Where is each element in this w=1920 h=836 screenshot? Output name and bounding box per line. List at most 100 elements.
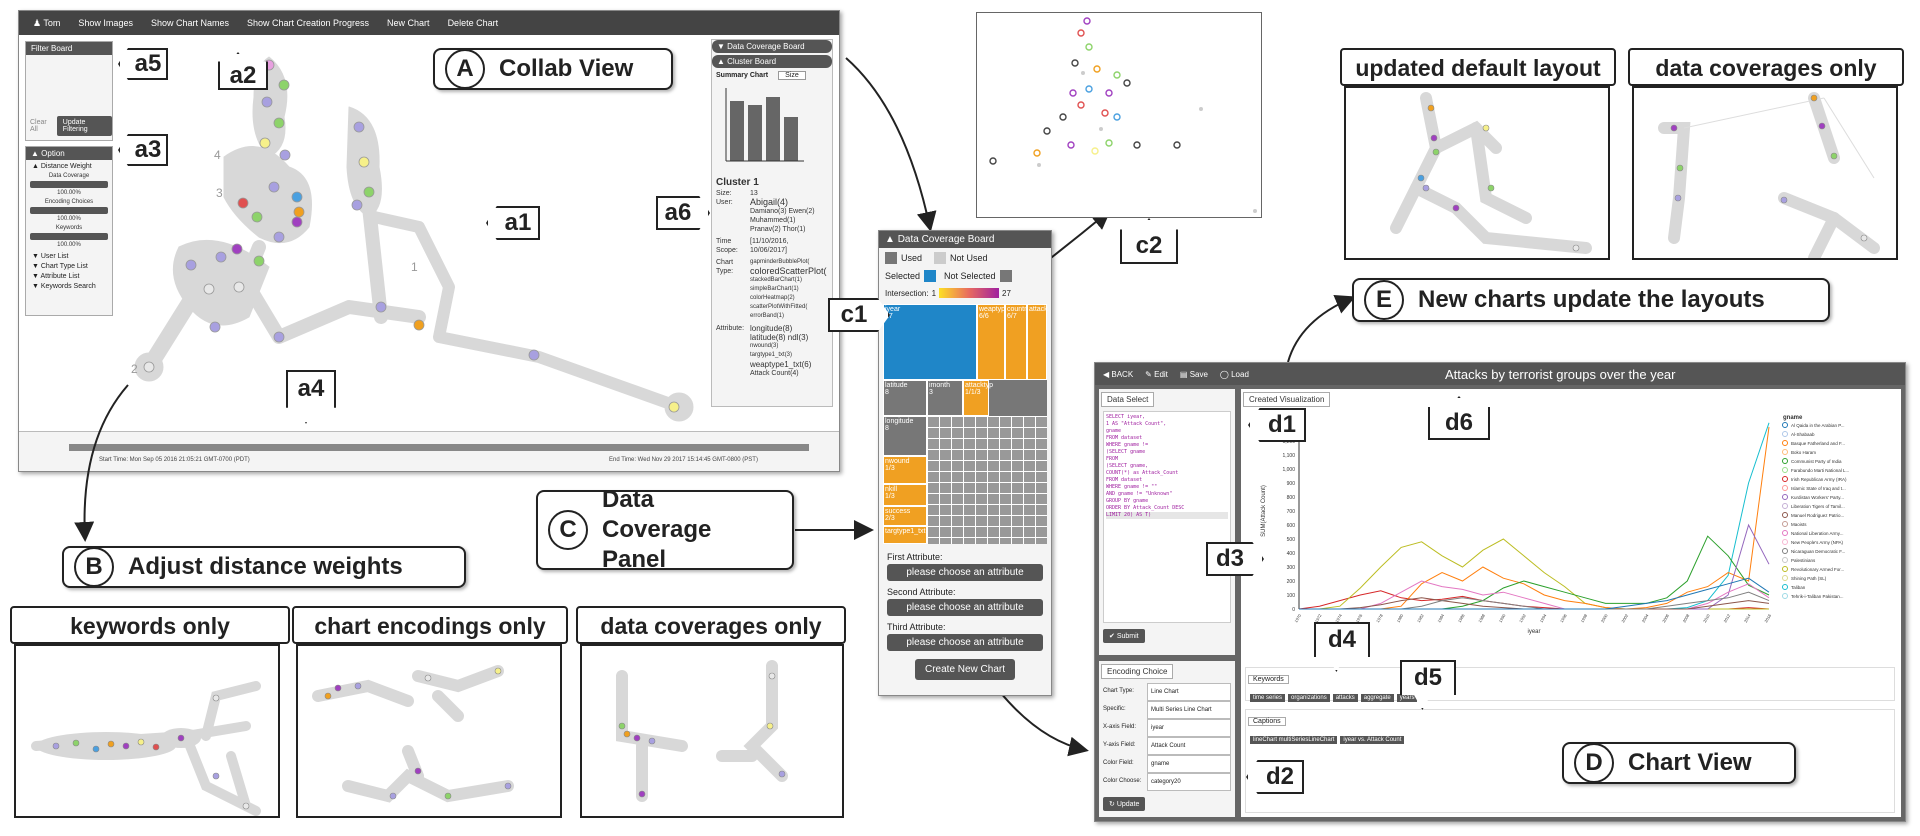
treemap-cell[interactable]: attack bbox=[1027, 304, 1048, 380]
treemap-cell[interactable]: imonth 3 bbox=[927, 380, 963, 416]
data-select-title: Data Select bbox=[1101, 392, 1155, 407]
user-menu[interactable]: ♟ Tom bbox=[33, 17, 61, 28]
treemap-cell[interactable]: weaptype 6/6 bbox=[977, 304, 1009, 380]
attribute-entry[interactable]: targtype1_txt(3) bbox=[750, 352, 793, 358]
second-attribute-select[interactable]: please choose an attribute bbox=[887, 599, 1043, 616]
timeline[interactable]: Start Time: Mon Sep 05 2016 21:05:21 GMT… bbox=[19, 431, 839, 471]
treemap-cell[interactable]: latitude 8 bbox=[883, 380, 927, 416]
color-choose-select[interactable]: category20 bbox=[1147, 773, 1231, 791]
series-line bbox=[1299, 538, 1769, 610]
chart-type-entry[interactable]: simpleBarChart(1) bbox=[750, 286, 799, 292]
data-coverage-slider[interactable] bbox=[30, 181, 108, 188]
color-field-select[interactable]: gname bbox=[1147, 755, 1231, 773]
treemap-cell[interactable]: nkill 1/3 bbox=[883, 484, 927, 506]
y-axis-select[interactable]: Attack Count bbox=[1147, 737, 1231, 755]
save-button[interactable]: ▤ Save bbox=[1179, 369, 1208, 379]
collab-graph[interactable]: 4 3 1 2 bbox=[119, 37, 709, 437]
first-attribute-select[interactable]: please choose an attribute bbox=[887, 564, 1043, 581]
update-filtering-button[interactable]: Update Filtering bbox=[56, 116, 112, 136]
specific-select[interactable]: Multi Series Line Chart bbox=[1147, 701, 1231, 719]
updated-layout-title: updated default layout bbox=[1340, 48, 1616, 86]
treemap-cell[interactable]: nwound 1/3 bbox=[883, 456, 927, 484]
treemap-cell[interactable]: iyear27 bbox=[883, 304, 977, 380]
code-line: WHERE gname != bbox=[1106, 442, 1149, 448]
show-images-menu[interactable]: Show Images bbox=[78, 18, 133, 28]
attribute-list-toggle[interactable]: ▼ Attribute List bbox=[32, 273, 80, 280]
encoding-slider[interactable] bbox=[30, 207, 108, 214]
legend-item: Manuel Rodriguez Patrio... bbox=[1791, 513, 1844, 518]
x-tick-label: 2014 bbox=[1743, 612, 1752, 623]
coverages-only-thumb-1 bbox=[580, 644, 844, 818]
show-chart-names-menu[interactable]: Show Chart Names bbox=[150, 18, 229, 28]
chart-type-label: Chart Type: bbox=[716, 259, 734, 275]
data-coverage-board-toggle[interactable]: ▼ Data Coverage Board bbox=[712, 40, 832, 53]
chart-type-entry[interactable]: errorBand(1) bbox=[750, 313, 785, 319]
line-chart[interactable]: 0 100 200 300 400 500 600 700 800 900 1,000 1,100 1,… bbox=[1241, 403, 1897, 649]
create-new-chart-button[interactable]: Create New Chart bbox=[915, 659, 1015, 680]
summary-select[interactable]: Size bbox=[778, 71, 806, 80]
legend-marker bbox=[1782, 512, 1788, 518]
new-chart-menu[interactable]: New Chart bbox=[387, 18, 430, 28]
treemap-small-cells[interactable] bbox=[927, 416, 1047, 544]
edit-button[interactable]: ✎ Edit bbox=[1145, 369, 1168, 379]
sql-editor[interactable]: SELECT iyear, 1 AS "Attack Count", gname… bbox=[1103, 411, 1231, 623]
user-entry[interactable]: Damiano(3) Ewen(2) bbox=[750, 208, 815, 215]
treemap-cell[interactable]: targtype1_txt bbox=[883, 526, 927, 544]
caption-tag[interactable]: iyear vs. Attack Count bbox=[1340, 736, 1405, 744]
user-entry[interactable]: Muhammed(1) bbox=[750, 217, 796, 224]
chart-type-list-toggle[interactable]: ▼ Chart Type List bbox=[32, 263, 88, 270]
x-axis-select[interactable]: iyear bbox=[1147, 719, 1231, 737]
distance-weight-label: ▲ Distance Weight bbox=[32, 163, 92, 170]
new-charts-callout: E New charts update the layouts bbox=[1352, 278, 1830, 322]
back-button[interactable]: ◀ BACK bbox=[1103, 369, 1134, 379]
keyword-tag[interactable]: time series bbox=[1250, 694, 1286, 702]
load-button[interactable]: ◯ Load bbox=[1219, 369, 1249, 379]
keyword-tag[interactable]: aggregate bbox=[1360, 694, 1394, 702]
caption-tag[interactable]: lineChart multiSeriesLineChart bbox=[1250, 736, 1338, 744]
y-tick-label: 500 bbox=[1287, 537, 1296, 543]
code-line: SELECT iyear, bbox=[1106, 414, 1146, 420]
attribute-entry[interactable]: longitude(8) bbox=[750, 324, 793, 333]
chart-type-entry[interactable]: gapminderBubblePlot( bbox=[750, 259, 810, 265]
treemap-cell[interactable]: success 2/3 bbox=[883, 506, 927, 526]
updated-layout-graph bbox=[1390, 92, 1592, 254]
legend-marker bbox=[1782, 485, 1788, 491]
chart-type-entry[interactable]: stackedBarChart(1) bbox=[750, 277, 803, 283]
chart-type-entry[interactable]: coloredScatterPlot( bbox=[750, 266, 827, 276]
treemap-cell[interactable]: attacktyp 1/1/3 bbox=[963, 380, 993, 416]
chart-type-entry[interactable]: scatterPlotWithFitted( bbox=[750, 304, 808, 310]
legend-item: New People's Army (NPA) bbox=[1791, 540, 1844, 545]
treemap-cell[interactable]: longitude 8 bbox=[883, 416, 927, 456]
cluster-board-toggle[interactable]: ▲ Cluster Board bbox=[712, 55, 832, 68]
attribute-entry[interactable]: weaptype1_txt(6) bbox=[750, 360, 812, 369]
user-entry[interactable]: Abigail(4) bbox=[750, 197, 789, 207]
legend-marker bbox=[1782, 557, 1788, 563]
attribute-entry[interactable]: Attack Count(4) bbox=[750, 370, 799, 377]
y-tick-label: 1,100 bbox=[1282, 453, 1295, 459]
attribute-entry[interactable]: latitude(8) ndl(3) bbox=[750, 333, 809, 342]
keyword-tag[interactable]: years bbox=[1396, 694, 1418, 702]
graph-label: 3 bbox=[216, 186, 223, 200]
update-button[interactable]: ↻ Update bbox=[1103, 797, 1146, 811]
attribute-entry[interactable]: nwound(3) bbox=[750, 343, 779, 349]
delete-chart-menu[interactable]: Delete Chart bbox=[447, 18, 499, 28]
chart-type-select[interactable]: Line Chart bbox=[1147, 683, 1231, 701]
third-attribute-select[interactable]: please choose an attribute bbox=[887, 634, 1043, 651]
user-list-toggle[interactable]: ▼ User List bbox=[32, 253, 69, 260]
legend-item: Taliban bbox=[1791, 585, 1806, 590]
keyword-tag[interactable]: organizations bbox=[1288, 694, 1330, 702]
submit-button[interactable]: ✔ Submit bbox=[1103, 629, 1145, 643]
chart-type-entry[interactable]: colorHeatmap(2) bbox=[750, 295, 795, 301]
user-entry[interactable]: Pranav(2) Thor(1) bbox=[750, 226, 806, 233]
attribute-label: Attribute: bbox=[716, 325, 745, 332]
encoding-choice-panel: Encoding Choice Chart Type: Line Chart Sp… bbox=[1099, 661, 1235, 817]
x-tick-label: 1986 bbox=[1457, 612, 1466, 623]
show-progress-menu[interactable]: Show Chart Creation Progress bbox=[246, 18, 370, 28]
keywords-search-toggle[interactable]: ▼ Keywords Search bbox=[32, 283, 96, 290]
keyword-tag[interactable]: attacks bbox=[1332, 694, 1358, 702]
treemap-cell[interactable]: country 6/7 bbox=[1005, 304, 1030, 380]
clear-all-button[interactable]: Clear All bbox=[30, 119, 47, 133]
not-used-label: Not Used bbox=[950, 253, 988, 263]
keywords-slider[interactable] bbox=[30, 233, 108, 240]
